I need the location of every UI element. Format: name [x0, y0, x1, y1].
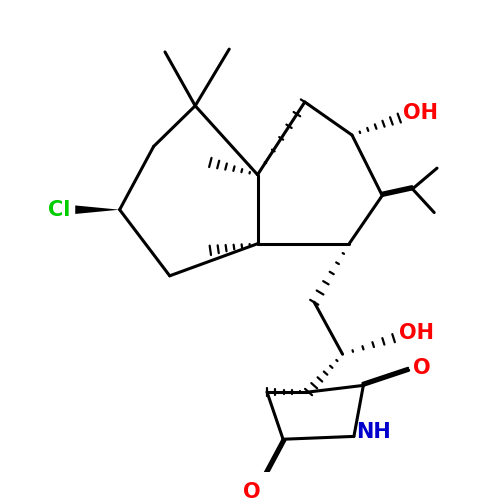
Text: O: O	[243, 482, 260, 500]
Text: NH: NH	[356, 422, 390, 442]
Polygon shape	[75, 206, 120, 214]
Text: O: O	[414, 358, 431, 378]
Text: OH: OH	[399, 324, 434, 344]
Text: Cl: Cl	[48, 200, 70, 220]
Text: OH: OH	[403, 104, 438, 124]
